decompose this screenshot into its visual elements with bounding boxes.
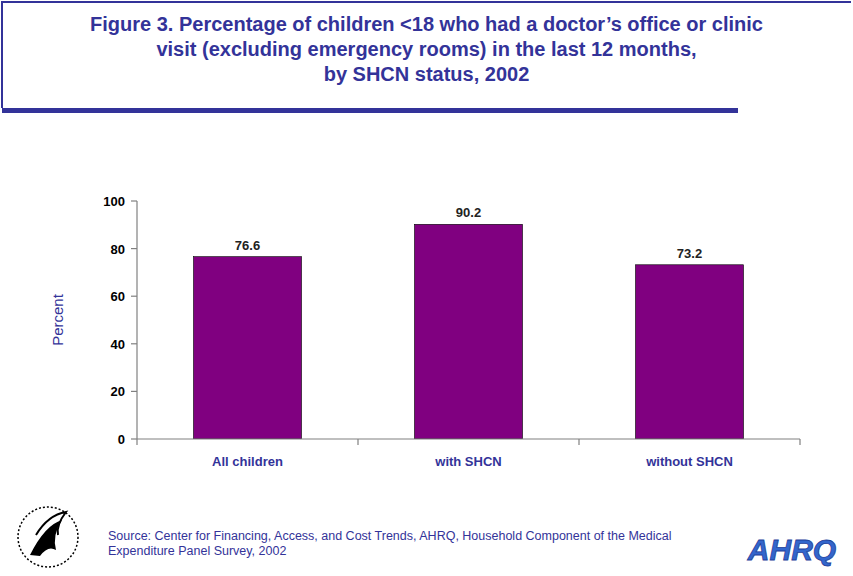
y-tick: [131, 391, 137, 392]
data-label: 76.6: [235, 238, 260, 253]
category-label: All children: [212, 454, 283, 469]
category-label: with SHCN: [434, 454, 501, 469]
seal-wing: [36, 512, 66, 535]
y-tick: [131, 248, 137, 249]
y-tick-label: 100: [103, 194, 125, 209]
bar: [194, 257, 302, 439]
y-tick-label: 20: [111, 384, 125, 399]
y-axis: [136, 201, 137, 439]
y-tick-label: 40: [111, 337, 125, 352]
ahrq-logo: AHRQ: [747, 533, 836, 566]
bar: [415, 224, 523, 439]
y-tick-label: 0: [118, 432, 125, 447]
y-axis-label: Percent: [49, 293, 66, 346]
y-tick-label: 80: [111, 242, 125, 257]
y-tick: [131, 438, 137, 439]
x-tick: [136, 439, 137, 445]
bars: [194, 224, 744, 439]
x-tick: [578, 439, 579, 445]
seal-eagle: [30, 520, 62, 556]
source-note: Source: Center for Financing, Access, an…: [108, 529, 728, 559]
seal-ring: [18, 507, 78, 567]
x-tick: [799, 439, 800, 445]
chart-canvas: 0 20 40 60 80 100 All children with SHCN without…: [0, 0, 853, 576]
data-label: 90.2: [456, 205, 481, 220]
chart-title: Figure 3. Percentage of children <18 who…: [20, 12, 833, 87]
x-tick: [357, 439, 358, 445]
y-tick: [131, 343, 137, 344]
title-rule: [2, 108, 738, 113]
x-axis: [137, 438, 800, 439]
y-tick: [131, 200, 137, 201]
category-label: without SHCN: [645, 454, 733, 469]
y-tick: [131, 296, 137, 297]
y-tick-label: 60: [111, 289, 125, 304]
data-label: 73.2: [677, 246, 702, 261]
title-frame: [2, 2, 851, 108]
bar: [636, 265, 744, 439]
hhs-seal: [18, 507, 78, 567]
